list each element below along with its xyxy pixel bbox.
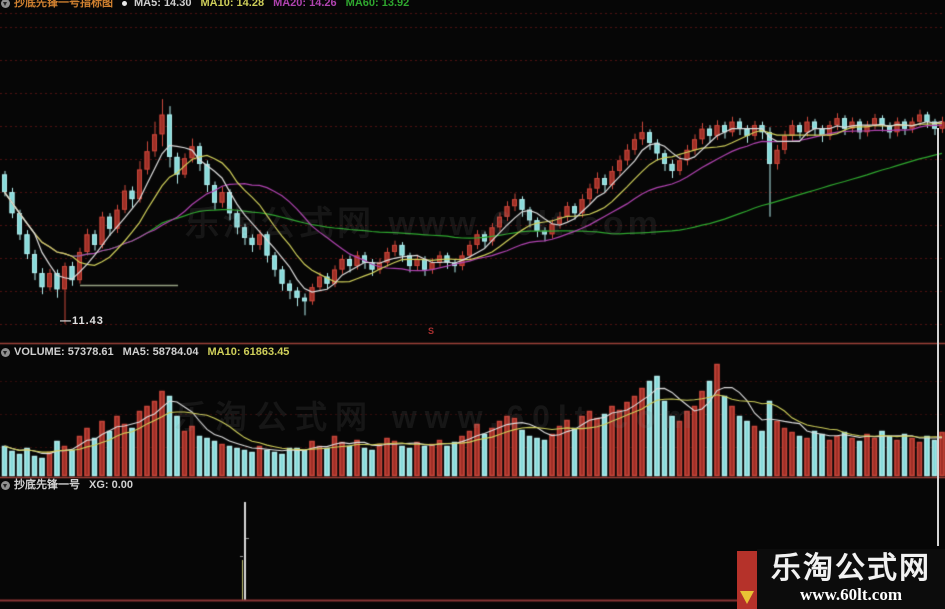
watermark-url: www.60lt.com: [800, 585, 902, 604]
pane-collapse-icon[interactable]: [1, 0, 10, 8]
signal-pane-header: 抄底先锋一号 XG: 0.00: [1, 479, 142, 492]
volume-ma5-value: MA5: 58784.04: [122, 346, 199, 358]
main-indicator-title: 抄底先锋一号指标图: [14, 0, 113, 9]
volume-pane-header: VOLUME: 57378.61 MA5: 58784.04 MA10: 61863…: [1, 346, 298, 359]
pane-collapse-icon[interactable]: [1, 347, 10, 357]
watermark-site-name: 乐淘公式网: [771, 552, 931, 585]
pane-collapse-icon[interactable]: [1, 480, 10, 490]
window-edge-line: [937, 128, 939, 546]
main-pane-header: 抄底先锋一号指标图 MA5: 14.30 MA10: 14.28 MA20: 14.2…: [1, 0, 418, 10]
watermark: 乐淘公式网 www.60lt.com: [757, 549, 945, 609]
volume-ma10-value: MA10: 61863.45: [207, 346, 290, 358]
watermark-ribbon: [737, 551, 757, 609]
sell-signal-marker: S: [428, 326, 435, 336]
legend-dot-icon: [122, 0, 127, 6]
main-ma10-value: MA10: 14.28: [200, 0, 265, 9]
volume-value: VOLUME: 57378.61: [14, 346, 114, 358]
main-ma60-value: MA60: 13.92: [345, 0, 410, 9]
signal-xg-value: XG: 0.00: [89, 479, 134, 491]
main-ma20-value: MA20: 14.26: [273, 0, 337, 9]
signal-indicator-title: 抄底先锋一号: [14, 479, 80, 491]
main-ma5-value: MA5: 14.30: [134, 0, 192, 9]
price-low-label: —11.43: [60, 315, 104, 327]
ribbon-arrow-icon: [740, 591, 754, 604]
